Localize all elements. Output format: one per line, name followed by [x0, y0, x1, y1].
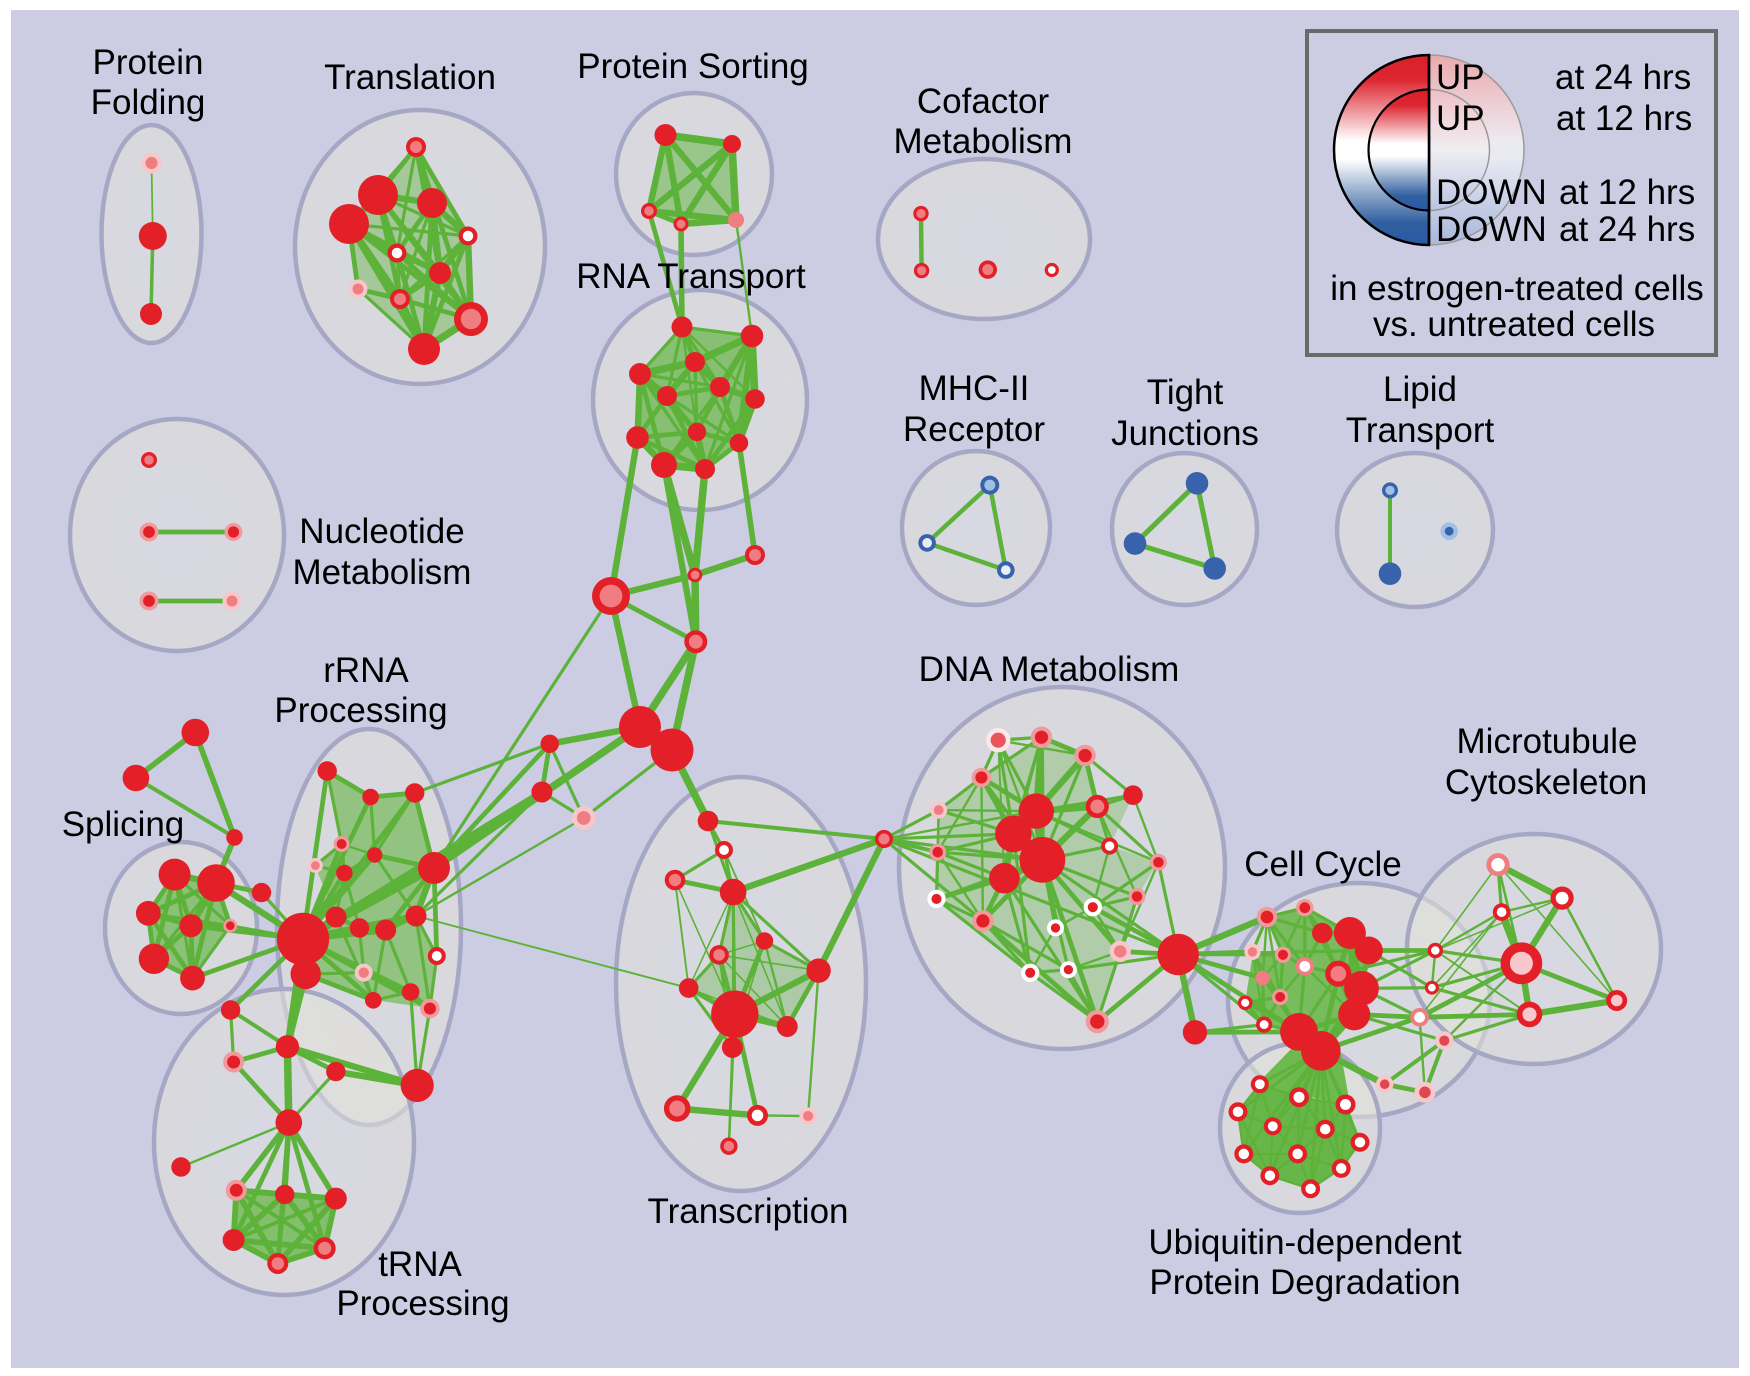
- svg-text:Microtubule: Microtubule: [1457, 722, 1638, 761]
- svg-text:at 12 hrs: at 12 hrs: [1556, 99, 1692, 138]
- svg-text:at 24 hrs: at 24 hrs: [1555, 58, 1691, 97]
- svg-text:Cofactor: Cofactor: [917, 82, 1050, 121]
- svg-text:at 24 hrs: at 24 hrs: [1559, 210, 1695, 249]
- svg-text:vs. untreated cells: vs. untreated cells: [1373, 305, 1655, 344]
- svg-text:UP: UP: [1436, 99, 1485, 138]
- svg-text:tRNA: tRNA: [378, 1245, 462, 1284]
- svg-text:Nucleotide: Nucleotide: [299, 512, 464, 551]
- svg-text:Protein Sorting: Protein Sorting: [577, 47, 809, 86]
- svg-text:Lipid: Lipid: [1383, 370, 1457, 409]
- svg-text:in estrogen-treated cells: in estrogen-treated cells: [1330, 269, 1704, 308]
- svg-text:Metabolism: Metabolism: [894, 122, 1073, 161]
- svg-text:Processing: Processing: [274, 691, 447, 730]
- svg-text:DOWN: DOWN: [1436, 210, 1547, 249]
- svg-text:Folding: Folding: [91, 83, 206, 122]
- svg-text:Ubiquitin-dependent: Ubiquitin-dependent: [1148, 1223, 1462, 1262]
- svg-text:Processing: Processing: [336, 1284, 509, 1323]
- svg-text:Transcription: Transcription: [648, 1192, 849, 1231]
- svg-text:Cell Cycle: Cell Cycle: [1244, 845, 1402, 884]
- svg-text:Protein Degradation: Protein Degradation: [1149, 1263, 1460, 1302]
- svg-text:Transport: Transport: [1346, 411, 1495, 450]
- svg-text:MHC-II: MHC-II: [919, 369, 1030, 408]
- svg-text:at 12 hrs: at 12 hrs: [1559, 173, 1695, 212]
- svg-text:DOWN: DOWN: [1436, 173, 1547, 212]
- svg-text:Junctions: Junctions: [1111, 414, 1259, 453]
- svg-text:UP: UP: [1436, 58, 1485, 97]
- svg-text:Tight: Tight: [1147, 373, 1224, 412]
- svg-text:Splicing: Splicing: [62, 805, 185, 844]
- svg-text:rRNA: rRNA: [323, 651, 409, 690]
- svg-text:DNA Metabolism: DNA Metabolism: [919, 650, 1180, 689]
- svg-text:RNA Transport: RNA Transport: [576, 257, 806, 296]
- svg-text:Protein: Protein: [93, 43, 204, 82]
- svg-text:Cytoskeleton: Cytoskeleton: [1445, 763, 1647, 802]
- svg-text:Metabolism: Metabolism: [293, 553, 472, 592]
- svg-text:Receptor: Receptor: [903, 410, 1045, 449]
- svg-text:Translation: Translation: [324, 58, 496, 97]
